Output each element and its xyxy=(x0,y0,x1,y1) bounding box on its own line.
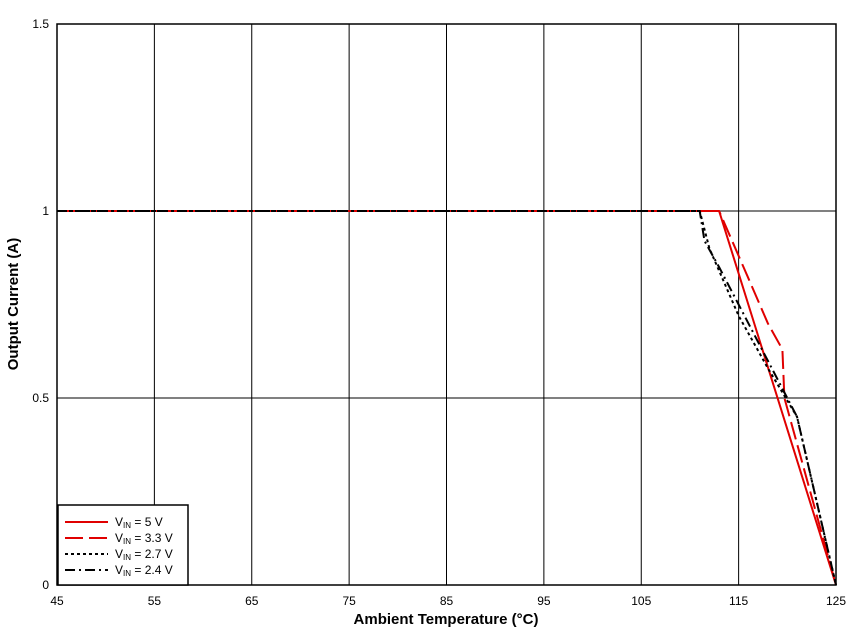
x-tick-label: 125 xyxy=(826,594,846,608)
x-tick-label: 45 xyxy=(50,594,64,608)
y-tick-label: 0 xyxy=(42,578,49,592)
x-tick-label: 85 xyxy=(440,594,454,608)
y-tick-label: 1.5 xyxy=(32,17,49,31)
tick-labels: 45 55 65 75 85 95 105 115 125 0 0.5 1 1.5 xyxy=(32,17,846,608)
y-axis-title: Output Current (A) xyxy=(5,238,22,370)
legend-label-1: VIN = 5 V xyxy=(115,515,163,530)
legend-label-2: VIN = 3.3 V xyxy=(115,531,173,546)
legend-label-4: VIN = 2.4 V xyxy=(115,563,173,578)
y-tick-label: 1 xyxy=(42,204,49,218)
x-tick-label: 55 xyxy=(148,594,162,608)
series-line-4 xyxy=(57,210,837,586)
x-tick-label: 65 xyxy=(245,594,259,608)
series-lines xyxy=(57,210,837,586)
x-tick-label: 75 xyxy=(342,594,356,608)
x-axis-title: Ambient Temperature (°C) xyxy=(354,611,539,628)
plot-frame xyxy=(56,23,837,586)
y-tick-label: 0.5 xyxy=(32,391,49,405)
x-tick-label: 105 xyxy=(631,594,651,608)
x-tick-label: 95 xyxy=(537,594,551,608)
legend-label-3: VIN = 2.7 V xyxy=(115,547,173,562)
legend-box xyxy=(57,504,189,586)
x-tick-label: 115 xyxy=(729,594,748,608)
